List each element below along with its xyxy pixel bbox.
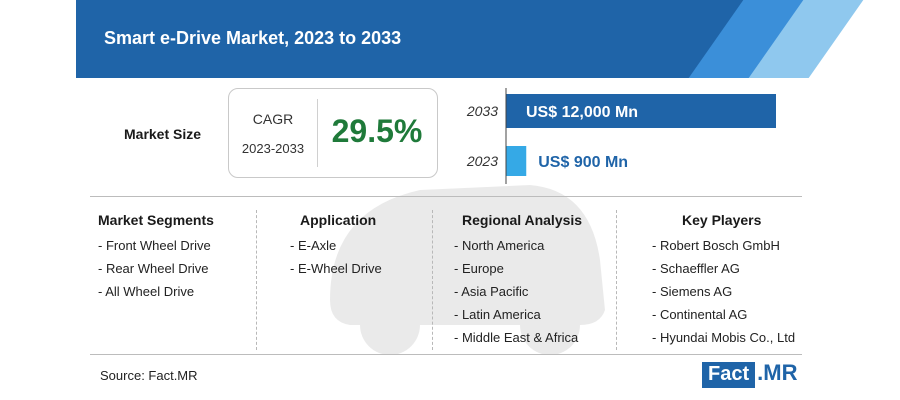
market-size-label: Market Size [124,126,202,142]
key-players-list: - Robert Bosch GmbH - Schaeffler AG - Si… [652,234,795,349]
logo-part-fact: Fact [702,362,756,388]
list-item: - Schaeffler AG [652,261,740,276]
list-item: - Latin America [454,307,541,322]
column-separator [432,210,433,350]
list-item: - Asia Pacific [454,284,529,299]
car-watermark-image [330,185,605,355]
regional-analysis-title: Regional Analysis [462,212,583,228]
cagr-label: CAGR [252,111,294,127]
category-label: 2033 [466,103,498,119]
column-separator [616,210,617,350]
list-item: - Continental AG [652,307,748,322]
bar-2033 [506,94,776,128]
list-item: - E-Wheel Drive [290,261,382,276]
cagr-period: 2023-2033 [241,141,305,156]
source-note: Source: Fact.MR [100,368,198,383]
market-size-chart: 2033 US$ 12,000 Mn 2023 US$ 900 Mn [458,88,818,188]
list-item: - North America [454,238,545,253]
key-players-title: Key Players [682,212,762,228]
market-segments-column: Market Segments - Front Wheel Drive - Re… [98,212,214,303]
list-item: - Europe [454,261,504,276]
regional-analysis-list: - North America - Europe - Asia Pacific … [454,234,582,349]
list-item: - Front Wheel Drive [98,238,211,253]
application-column: Application - E-Axle - E-Wheel Drive [290,212,382,280]
list-item: - Siemens AG [652,284,733,299]
bar-2023 [506,146,527,176]
page-title: Smart e-Drive Market, 2023 to 2033 [104,28,402,48]
header-banner: Smart e-Drive Market, 2023 to 2033 [76,0,900,78]
cagr-divider [317,99,318,167]
market-segments-title: Market Segments [98,212,214,228]
market-segments-list: - Front Wheel Drive - Rear Wheel Drive -… [98,234,214,303]
list-item: - Robert Bosch GmbH [652,238,780,253]
application-title: Application [300,212,377,228]
regional-analysis-column: Regional Analysis - North America - Euro… [454,212,582,349]
category-label: 2023 [466,153,498,169]
application-list: - E-Axle - E-Wheel Drive [290,234,382,280]
list-item: - E-Axle [290,238,337,253]
bar-chart-svg: 2033 US$ 12,000 Mn 2023 US$ 900 Mn [466,88,776,184]
list-item: - Middle East & Africa [454,330,579,345]
cagr-box: CAGR 2023-2033 29.5% [228,88,438,178]
logo-part-mr: .MR [757,360,798,385]
list-item: - Hyundai Mobis Co., Ltd [652,330,796,345]
cagr-value: 29.5% [331,113,423,149]
list-item: - Rear Wheel Drive [98,261,209,276]
value-label: US$ 12,000 Mn [526,104,638,121]
factmr-logo: Fact .MR [702,360,797,388]
column-separator [256,210,257,350]
key-players-column: Key Players - Robert Bosch GmbH - Schaef… [652,212,795,349]
divider-bottom [90,354,802,355]
list-item: - All Wheel Drive [98,284,195,299]
value-label: US$ 900 Mn [538,154,628,171]
divider-top [90,196,802,197]
